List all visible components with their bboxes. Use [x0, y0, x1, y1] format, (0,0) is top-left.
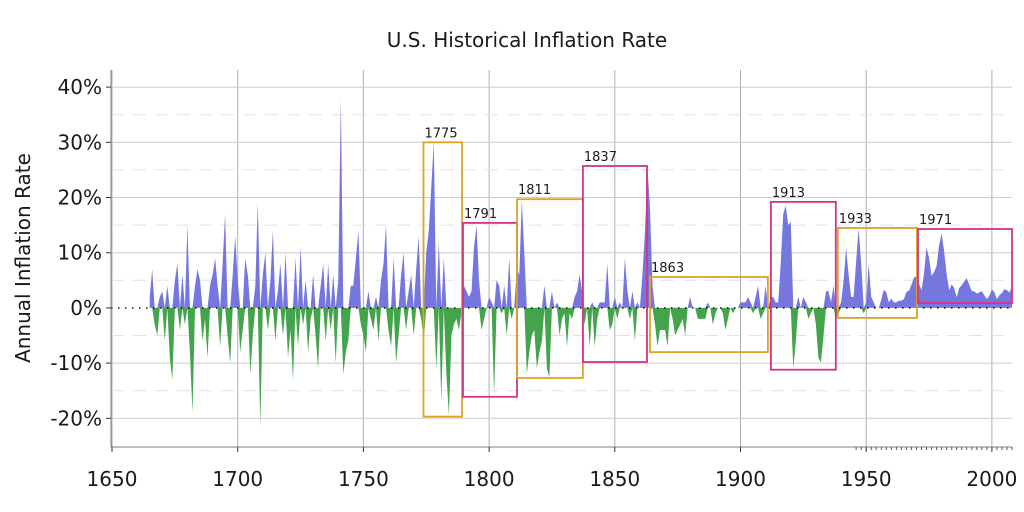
y-axis-label: Annual Inflation Rate	[11, 153, 35, 363]
annotation-box-1933	[836, 226, 918, 319]
annotation-label-1791: 1791	[464, 207, 497, 222]
positive-inflation-area	[149, 98, 1012, 308]
x-tick-label-1800: 1800	[464, 467, 515, 491]
gridlines	[111, 70, 1012, 447]
event-annotations: 1775 1791 1811 1837 1863 1913 1933 1971	[422, 126, 1013, 418]
annotation-label-1811: 1811	[518, 183, 551, 198]
y-tick-label-0%: 0%	[70, 296, 102, 320]
annotation-label-1775: 1775	[425, 126, 458, 141]
area-series	[149, 98, 1012, 427]
y-tick-label-20%: 20%	[58, 186, 102, 210]
x-tick-label-1650: 1650	[87, 467, 138, 491]
negative-inflation-area	[149, 307, 1012, 427]
annotation-box-1837	[582, 165, 648, 363]
annotation-box-1913	[770, 200, 837, 371]
annotation-box-1971	[917, 228, 1013, 304]
y-tick-label-40%: 40%	[58, 75, 102, 99]
annotation-box-1863	[649, 276, 769, 353]
annotation-label-1837: 1837	[584, 150, 617, 165]
x-tick-label-1900: 1900	[715, 467, 766, 491]
annotation-label-1913: 1913	[772, 186, 805, 201]
x-tick-label-1850: 1850	[589, 467, 640, 491]
y-tick-label--20%: -20%	[50, 406, 102, 430]
annotation-label-1933: 1933	[839, 212, 872, 227]
x-tick-label-1700: 1700	[212, 467, 263, 491]
annotation-box-1775	[422, 141, 463, 418]
x-tick-label-1750: 1750	[338, 467, 389, 491]
y-tick-label-10%: 10%	[58, 241, 102, 265]
x-tick-label-2000: 2000	[966, 467, 1017, 491]
y-tick-label--10%: -10%	[50, 351, 102, 375]
annotation-label-1863: 1863	[651, 261, 684, 276]
x-tick-label-1950: 1950	[841, 467, 892, 491]
annotation-label-1971: 1971	[919, 213, 952, 228]
chart-title: U.S. Historical Inflation Rate	[387, 28, 667, 52]
y-tick-label-30%: 30%	[58, 130, 102, 154]
axes: 1650 1700 1750 1800 1850 1900 1950 2000 40% 30% 20…	[50, 70, 1017, 491]
